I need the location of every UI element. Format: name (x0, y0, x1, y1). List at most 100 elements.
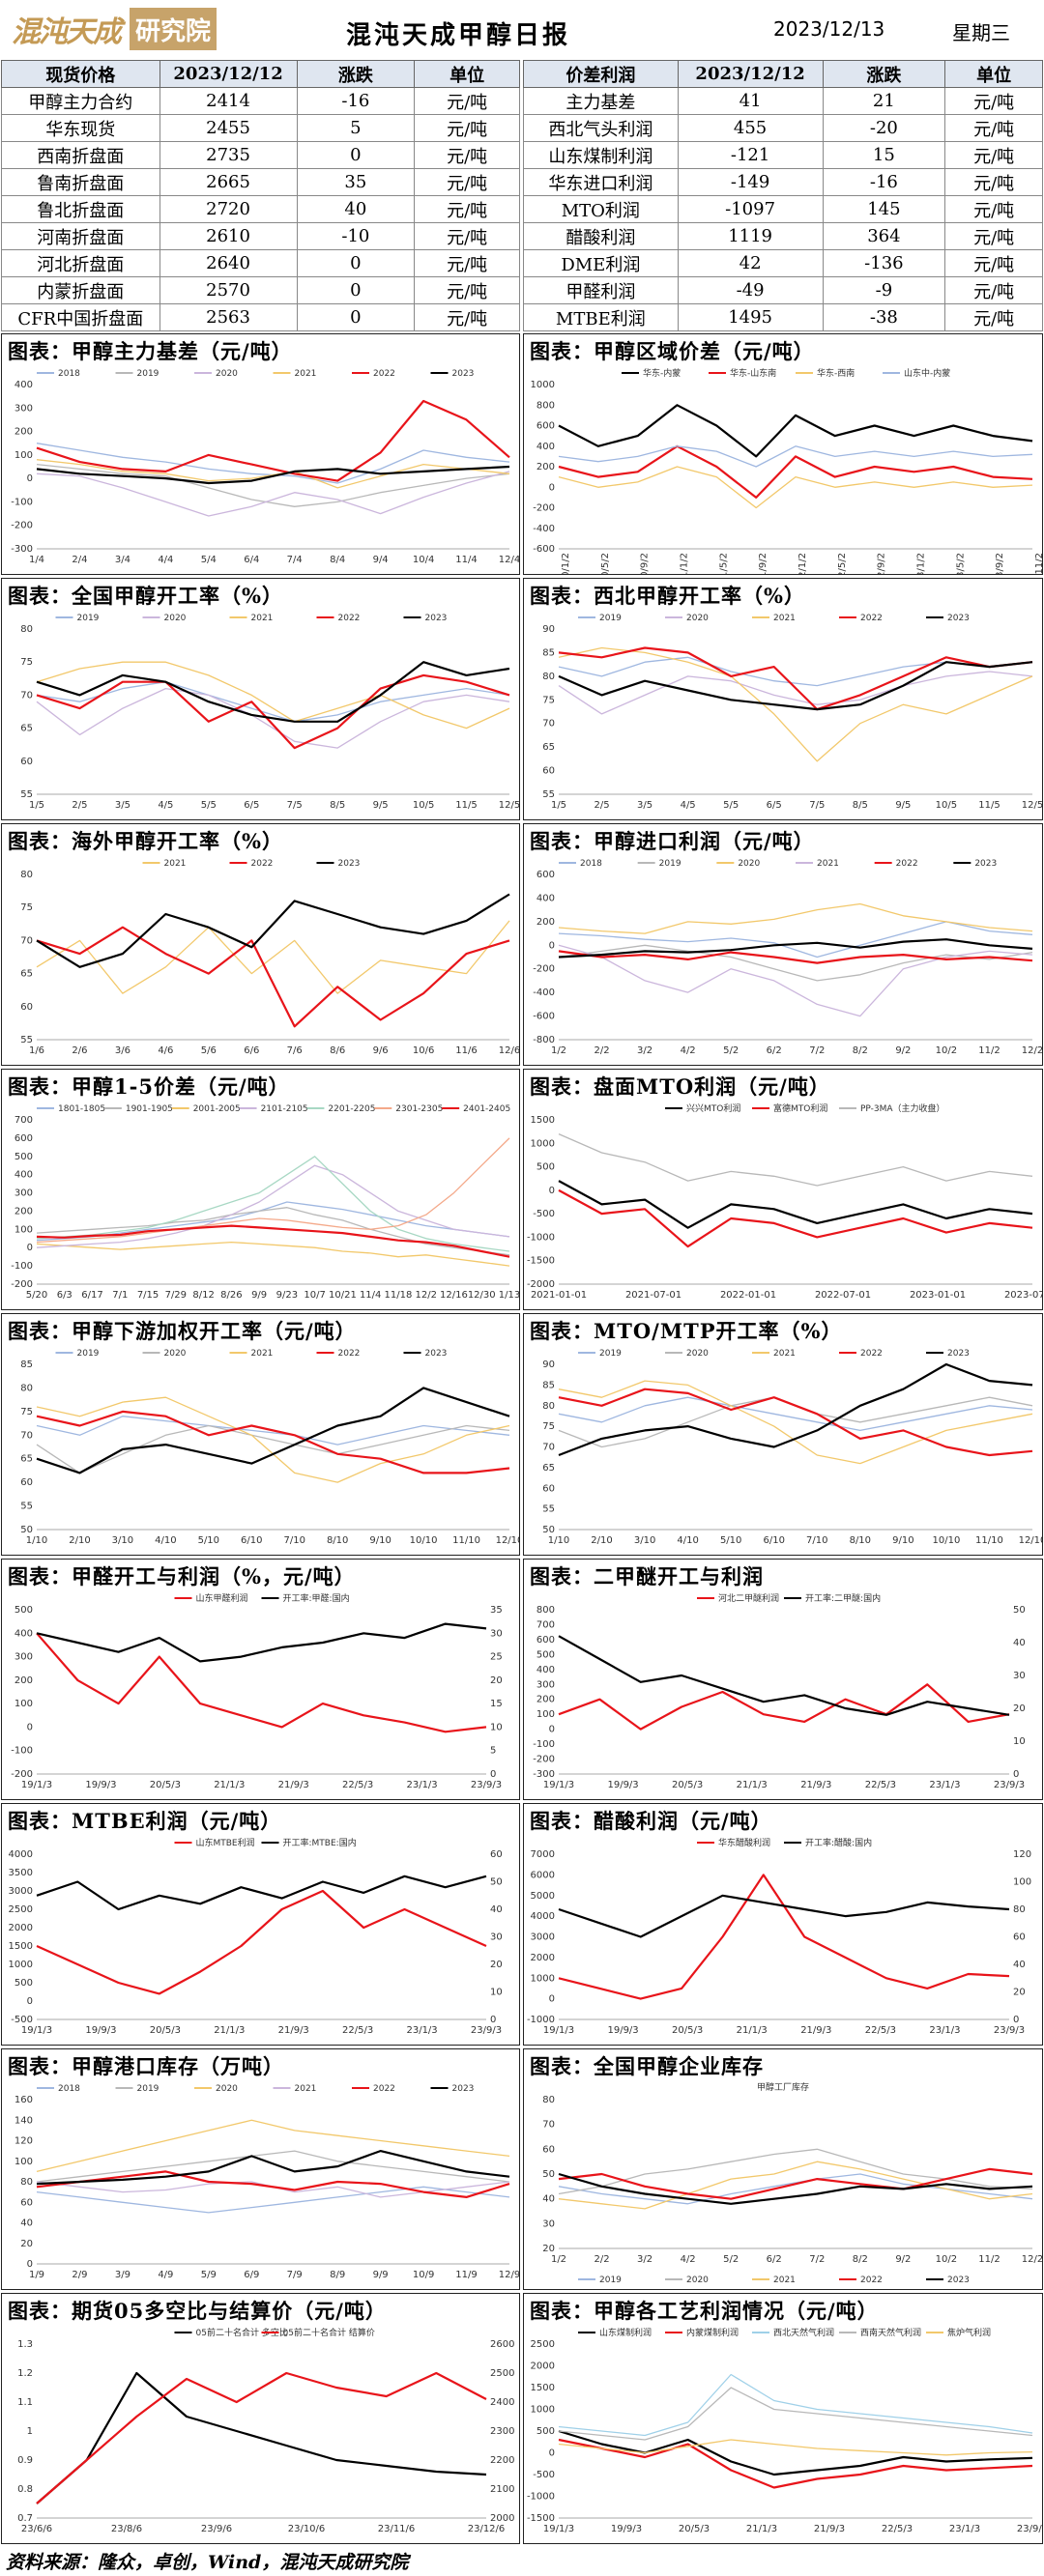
y-tick-label: 60 (542, 2144, 555, 2155)
series-line (36, 673, 510, 750)
svg-text:2022: 2022 (373, 2084, 395, 2094)
x-tick-label: 19/9/3 (611, 2524, 642, 2534)
y-tick-label: 20 (20, 2239, 33, 2249)
y-tick-label: -1000 (527, 2492, 555, 2503)
y2-tick-label: 0 (1013, 1769, 1019, 1780)
x-tick-label: 9/9 (373, 2270, 389, 2280)
svg-text:1801-1805: 1801-1805 (58, 1104, 105, 1114)
svg-text:2021: 2021 (773, 2275, 796, 2285)
legend-item: 开工率:MTBE:国内 (261, 1837, 357, 1848)
x-tick-label: 6/9 (244, 2270, 259, 2280)
table-cell: 0 (296, 141, 416, 169)
y-tick-label: 80 (20, 1383, 33, 1393)
y2-tick-label: 0 (490, 1769, 496, 1780)
legend-item: 2020 (142, 1349, 187, 1359)
legend-item: 2021 (229, 1349, 273, 1359)
chart-title: 图表：海外甲醇开工率（%） (8, 829, 283, 853)
table-cell: 元/吨 (414, 195, 520, 223)
y-tick-label: 0 (549, 482, 555, 493)
chart-svg: 1801-1805 1901-1905 2001-2005 2101-2105 2201… (11, 1104, 519, 1301)
svg-text:山东中-内蒙: 山东中-内蒙 (904, 367, 950, 379)
legend-item: 05前二十名合计 结算价 (261, 2327, 375, 2338)
table-cell: 元/吨 (414, 222, 520, 250)
legend-item: 华东-西南 (796, 367, 855, 379)
legend-item: 2022 (316, 614, 360, 623)
table-cell: 40 (296, 195, 416, 223)
chart-svg: 山东煤制利润 内蒙煤制利润 西北天然气利润 西南天然气利润 焦炉气利润 -1500 -100… (527, 2327, 1042, 2534)
svg-text:山东煤制利润: 山东煤制利润 (599, 2327, 652, 2338)
table-cell: MTO利润 (523, 195, 679, 223)
legend-item: 开工率:二甲醚:国内 (784, 1592, 881, 1604)
x-tick-label: 21/1/2 (680, 553, 690, 574)
table-row: 主力基差 41 21 元/吨 (523, 87, 1043, 115)
series-line (558, 1180, 1033, 1229)
table-row: MTBE利润 1495 -38 元/吨 (523, 303, 1043, 331)
chart-panel-c5: 图表：海外甲醇开工率（%） 2021 2022 2023 55 60 65 70 75 80 1/6… (1, 823, 520, 1066)
y-tick-label: 5000 (531, 1891, 555, 1902)
table-header-row: 现货价格 2023/12/12 涨跌 单位 (1, 60, 520, 88)
y-tick-label: 40 (542, 2194, 555, 2205)
series-line (36, 681, 510, 723)
y-tick-label: 90 (542, 624, 555, 635)
y-tick-label: 160 (14, 2095, 33, 2105)
y-tick-label: 65 (20, 969, 33, 980)
y-tick-label: -800 (533, 1035, 555, 1045)
x-tick-label: 23/1/3 (949, 2524, 980, 2534)
x-tick-label: 19/1/3 (543, 2025, 574, 2036)
table-cell: 醋酸利润 (523, 222, 679, 250)
y2-tick-label: 120 (1013, 1849, 1031, 1860)
y-tick-label: 60 (542, 1483, 555, 1494)
chart-title: 图表：盘面MTO利润（元/吨） (530, 1074, 830, 1099)
table-row: 华东进口利润 -149 -16 元/吨 (523, 168, 1043, 196)
svg-text:华东-山东南: 华东-山东南 (730, 367, 776, 379)
data-source-footer: 资料来源：隆众，卓创，Wind，混沌天成研究院 (6, 2552, 409, 2573)
y2-tick-label: 40 (1013, 1638, 1026, 1648)
legend-item: 2019 (115, 369, 160, 379)
y-tick-label: 500 (14, 1978, 33, 1989)
y-tick-label: 4000 (9, 1849, 33, 1860)
y-tick-label: 80 (542, 672, 555, 682)
x-tick-label: 11/2 (978, 1045, 1000, 1056)
svg-text:焦炉气利润: 焦炉气利润 (947, 2327, 991, 2338)
x-tick-label: 10/5 (936, 800, 957, 811)
y-tick-label: 75 (20, 902, 33, 913)
table-row: 鲁南折盘面 2665 35 元/吨 (1, 168, 520, 196)
x-tick-label: 11/18 (385, 1290, 413, 1301)
x-tick-label: 2021-07-01 (625, 1290, 682, 1301)
table-cell: -38 (822, 303, 946, 331)
x-tick-label: 23/8/6 (111, 2524, 142, 2534)
table-row: MTO利润 -1097 145 元/吨 (523, 195, 1043, 223)
legend-item: 2020 (194, 2084, 238, 2094)
series-line (558, 2439, 1033, 2456)
series-line (558, 1635, 1010, 1716)
x-tick-label: 20/5/3 (672, 2025, 703, 2036)
table-cell: MTBE利润 (523, 303, 679, 331)
chart-svg: 华东-内蒙 华东-山东南 华东-西南 山东中-内蒙 -600 -400 -200 0 200 40… (531, 367, 1042, 574)
series-line (36, 661, 510, 723)
y-tick-label: -100 (533, 1739, 555, 1750)
y-tick-label: 0 (27, 1243, 33, 1253)
table-row: 醋酸利润 1119 364 元/吨 (523, 222, 1043, 250)
legend-item: 2021 (752, 2275, 796, 2285)
svg-text:2023: 2023 (425, 614, 448, 623)
svg-text:山东甲醛利润: 山东甲醛利润 (196, 1592, 248, 1604)
series-line (558, 661, 1033, 711)
chart-panel-c6: 图表：甲醇进口利润（元/吨） 2018 2019 2020 2021 2022 2023 -8… (523, 823, 1043, 1066)
y-tick-label: 2000 (531, 2361, 555, 2372)
x-tick-label: 6/2 (767, 2254, 782, 2265)
table-cell: 西北气头利润 (523, 114, 679, 142)
table-cell: 鲁南折盘面 (1, 168, 160, 196)
x-tick-label: 3/6 (115, 1045, 130, 1056)
y-tick-label: 60 (20, 1477, 33, 1488)
legend-item: 2021 (273, 2084, 316, 2094)
x-tick-label: 7/9 (287, 2270, 303, 2280)
y2-tick-label: 10 (1013, 1736, 1026, 1747)
y-tick-label: 90 (542, 1360, 555, 1370)
x-tick-label: 7/10 (806, 1535, 827, 1546)
svg-text:开工率:MTBE:国内: 开工率:MTBE:国内 (283, 1837, 357, 1848)
y-tick-label: 30 (542, 2218, 555, 2229)
x-tick-label: 10/5 (413, 800, 434, 811)
svg-text:2018: 2018 (58, 369, 80, 379)
table-row: 内蒙折盘面 2570 0 元/吨 (1, 276, 520, 304)
